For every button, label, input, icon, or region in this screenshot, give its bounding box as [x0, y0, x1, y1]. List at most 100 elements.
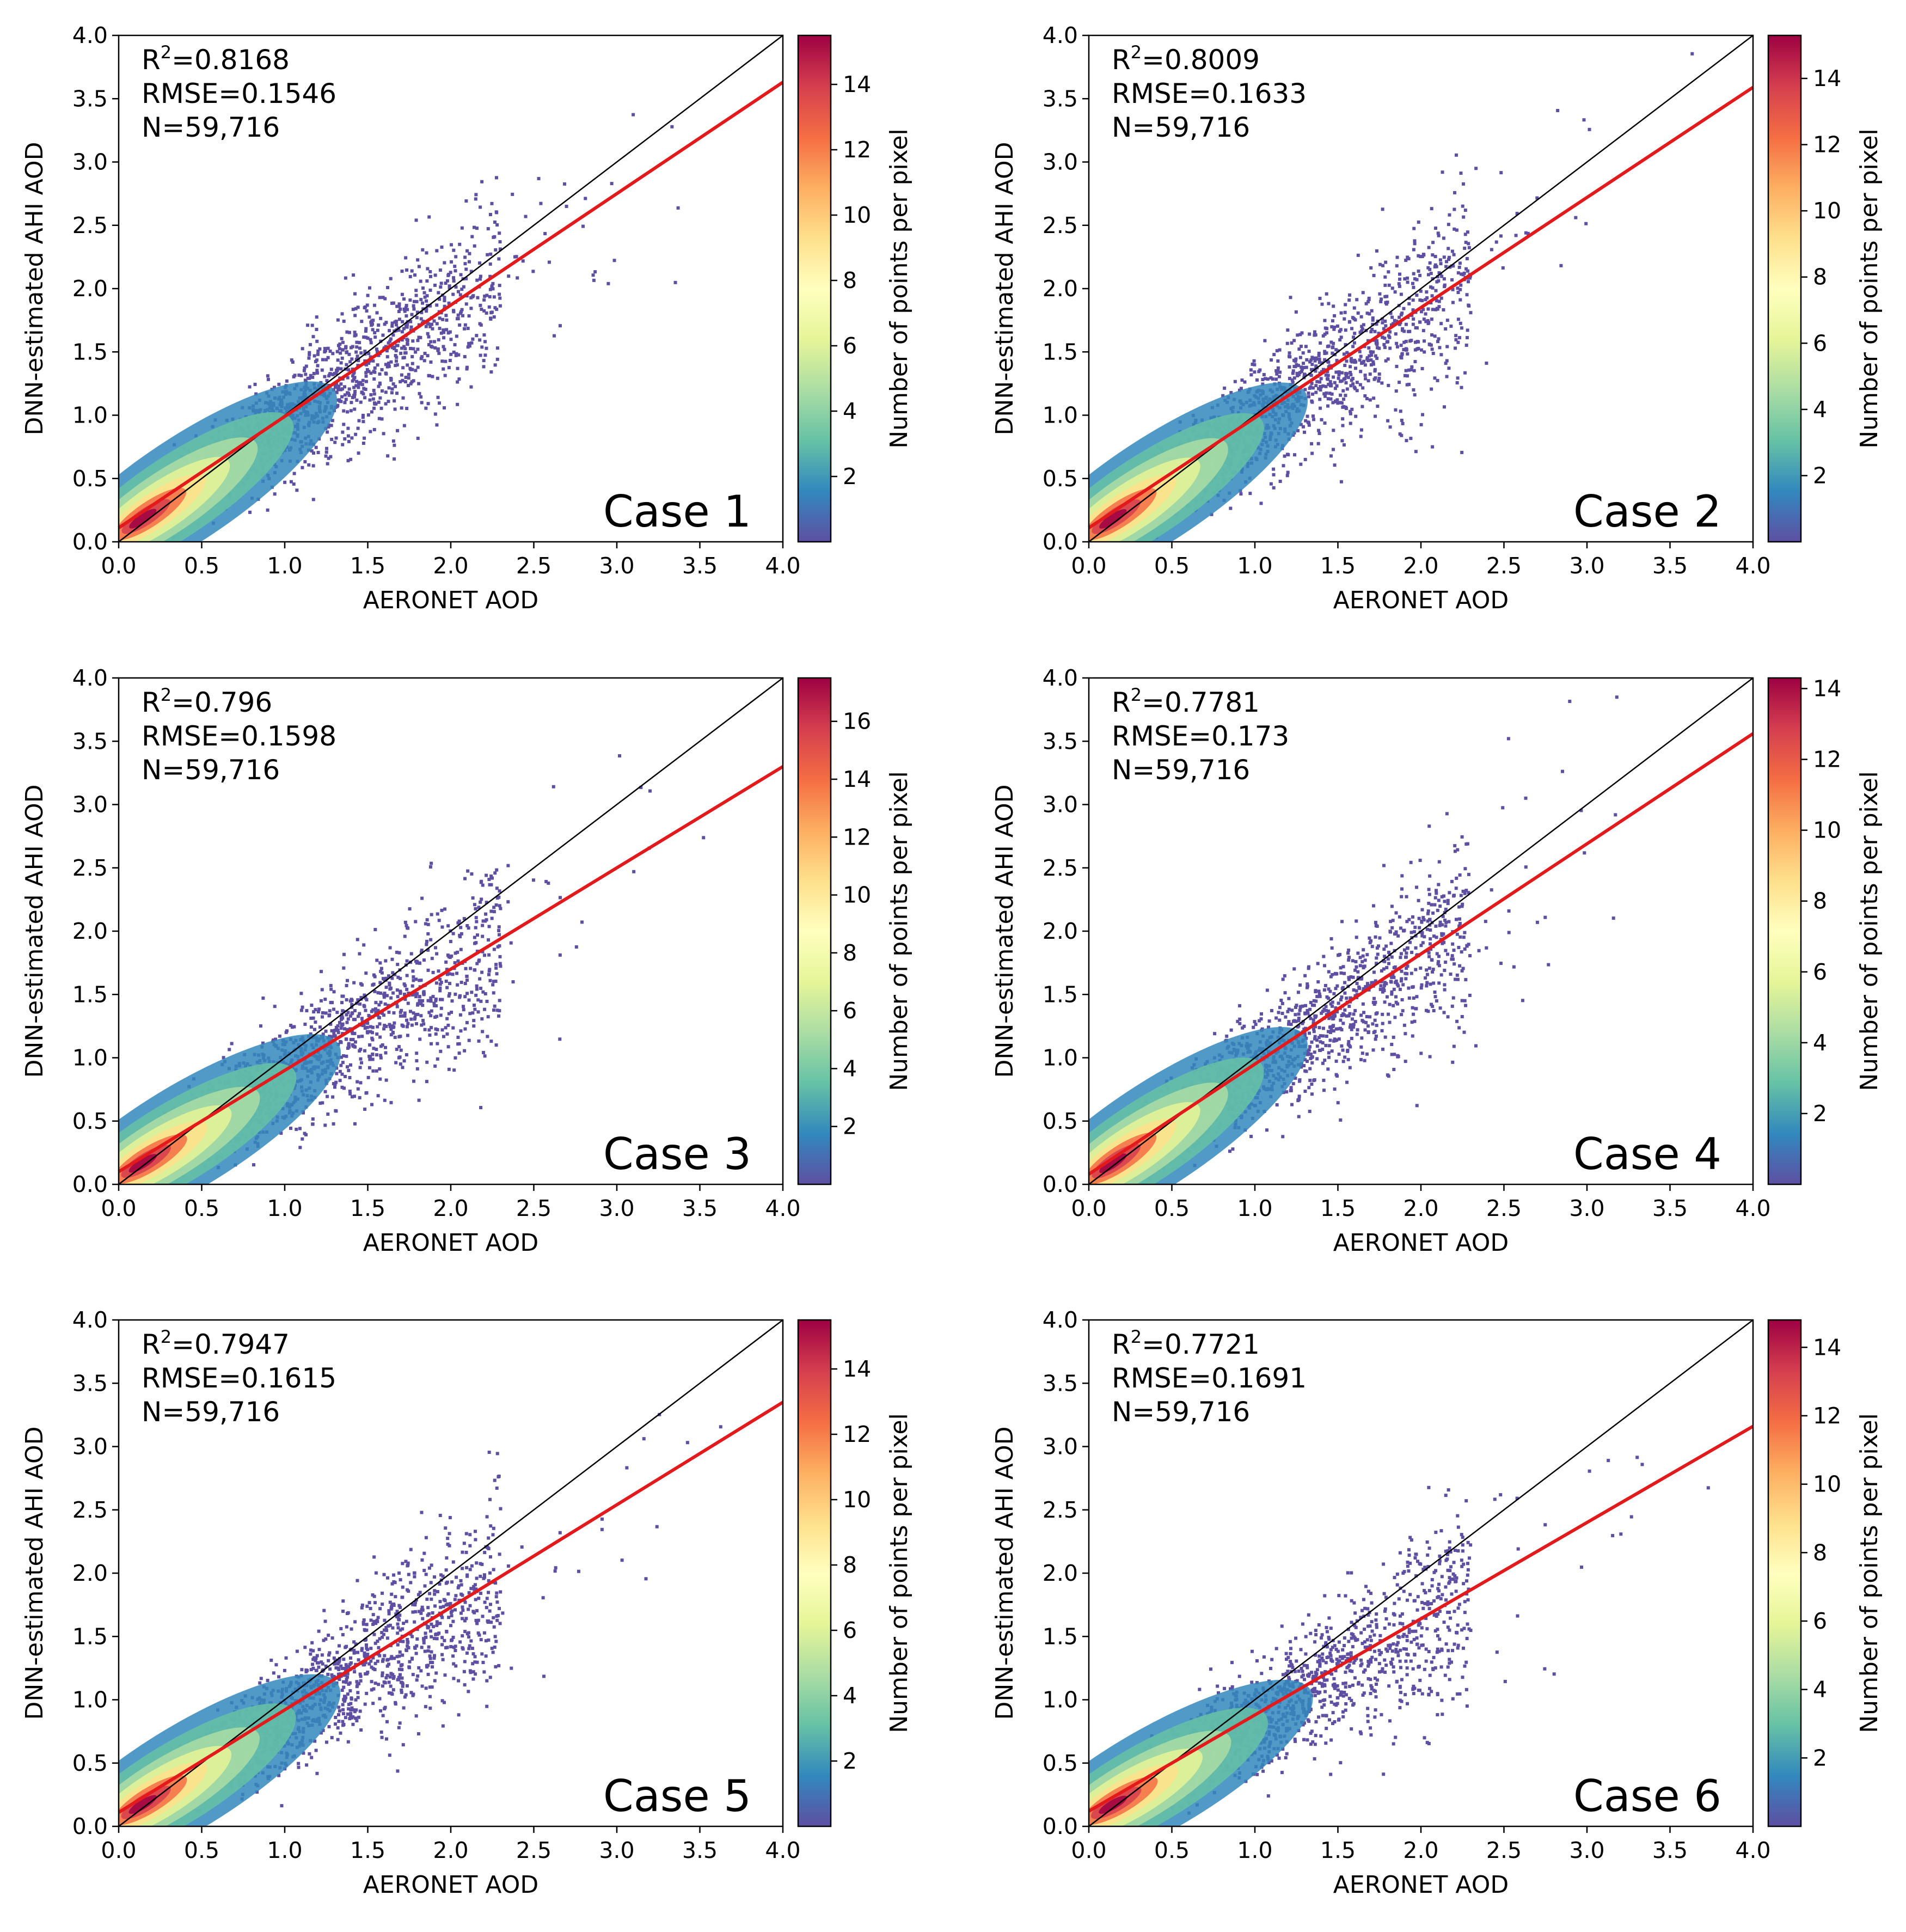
scatter-point	[1405, 439, 1408, 443]
scatter-point	[330, 437, 334, 441]
scatter-point	[1490, 248, 1493, 252]
scatter-point	[1515, 212, 1519, 216]
scatter-point	[394, 359, 398, 363]
scatter-point	[364, 327, 368, 331]
scatter-point	[1330, 392, 1334, 396]
scatter-point	[1456, 340, 1460, 344]
scatter-point	[1360, 329, 1364, 333]
scatter-point	[391, 382, 395, 386]
scatter-point	[406, 339, 409, 343]
colorbar-tick-label: 2	[843, 463, 857, 490]
scatter-point	[378, 372, 382, 376]
scatter-point	[406, 322, 409, 326]
scatter-point	[464, 199, 468, 203]
scatter-point	[1467, 242, 1470, 246]
scatter-point	[1349, 412, 1352, 415]
scatter-point	[395, 363, 399, 367]
scatter-point	[403, 351, 407, 355]
scatter-point	[1221, 394, 1225, 398]
scatter-point	[581, 224, 585, 228]
scatter-point	[491, 282, 495, 285]
scatter-point	[345, 330, 349, 334]
scatter-point	[442, 328, 445, 332]
scatter-point	[1431, 286, 1435, 290]
scatter-point	[361, 442, 365, 445]
scatter-point	[347, 392, 351, 395]
scatter-point	[347, 331, 351, 334]
scatter-point	[335, 382, 339, 386]
scatter-point	[399, 307, 402, 311]
scatter-point	[346, 376, 350, 380]
scatter-point	[341, 430, 345, 434]
scatter-point	[372, 406, 376, 410]
y-tick-label: 3.5	[72, 85, 108, 112]
scatter-point	[410, 368, 414, 371]
x-tick-label: 0.5	[184, 553, 219, 579]
scatter-point	[377, 323, 381, 327]
scatter-point	[1342, 352, 1346, 356]
scatter-point	[1359, 435, 1363, 438]
scatter-point	[1313, 359, 1317, 363]
scatter-point	[473, 244, 476, 248]
scatter-point	[1371, 350, 1375, 354]
scatter-point	[291, 360, 295, 364]
scatter-point	[1372, 273, 1376, 277]
scatter-point	[488, 288, 492, 291]
scatter-point	[380, 417, 384, 421]
scatter-point	[1323, 332, 1327, 336]
scatter-point	[430, 322, 434, 326]
scatter-point	[457, 353, 461, 357]
scatter-point	[428, 274, 432, 278]
scatter-point	[1304, 345, 1308, 349]
scatter-point	[1339, 328, 1343, 332]
scatter-point	[1286, 470, 1290, 474]
scatter-point	[403, 309, 407, 313]
scatter-point	[1382, 327, 1386, 331]
scatter-point	[1374, 414, 1377, 418]
scatter-point	[362, 335, 366, 339]
scatter-point	[406, 363, 409, 367]
scatter-point	[1321, 334, 1325, 338]
scatter-point	[346, 410, 350, 414]
scatter-point	[416, 258, 420, 262]
scatter-point	[323, 350, 327, 354]
scatter-point	[347, 352, 351, 356]
scatter-point	[372, 303, 376, 307]
scatter-point	[1385, 295, 1389, 298]
scatter-point	[498, 247, 502, 251]
scatter-point	[1463, 209, 1467, 212]
scatter-point	[1453, 191, 1457, 194]
scatter-point	[1229, 391, 1233, 395]
scatter-point	[1418, 298, 1422, 302]
scatter-point	[1393, 290, 1397, 294]
scatter-point	[357, 419, 361, 423]
scatter-point	[432, 319, 436, 323]
scatter-point	[394, 384, 397, 388]
scatter-point	[379, 316, 383, 320]
scatter-point	[457, 377, 461, 381]
scatter-point	[1314, 369, 1317, 373]
scatter-point	[422, 291, 426, 295]
scatter-point	[324, 358, 328, 362]
scatter-point	[304, 364, 308, 368]
scatter-point	[410, 362, 414, 365]
scatter-point	[1441, 170, 1444, 174]
y-tick-label: 0.0	[72, 529, 108, 555]
scatter-point	[1435, 299, 1438, 303]
scatter-point	[1369, 350, 1372, 353]
scatter-point	[1349, 409, 1352, 413]
scatter-point	[1370, 309, 1374, 313]
scatter-point	[1464, 343, 1468, 347]
scatter-point	[400, 270, 404, 273]
scatter-point	[353, 389, 357, 393]
scatter-point	[493, 363, 497, 367]
scatter-point	[1344, 371, 1347, 375]
scatter-point	[355, 345, 359, 349]
scatter-point	[495, 223, 499, 227]
scatter-point	[1354, 366, 1358, 370]
scatter-point	[1321, 384, 1325, 388]
scatter-point	[1290, 378, 1294, 382]
scatter-point	[327, 456, 330, 460]
scatter-point	[1361, 386, 1365, 390]
scatter-point	[402, 356, 406, 359]
